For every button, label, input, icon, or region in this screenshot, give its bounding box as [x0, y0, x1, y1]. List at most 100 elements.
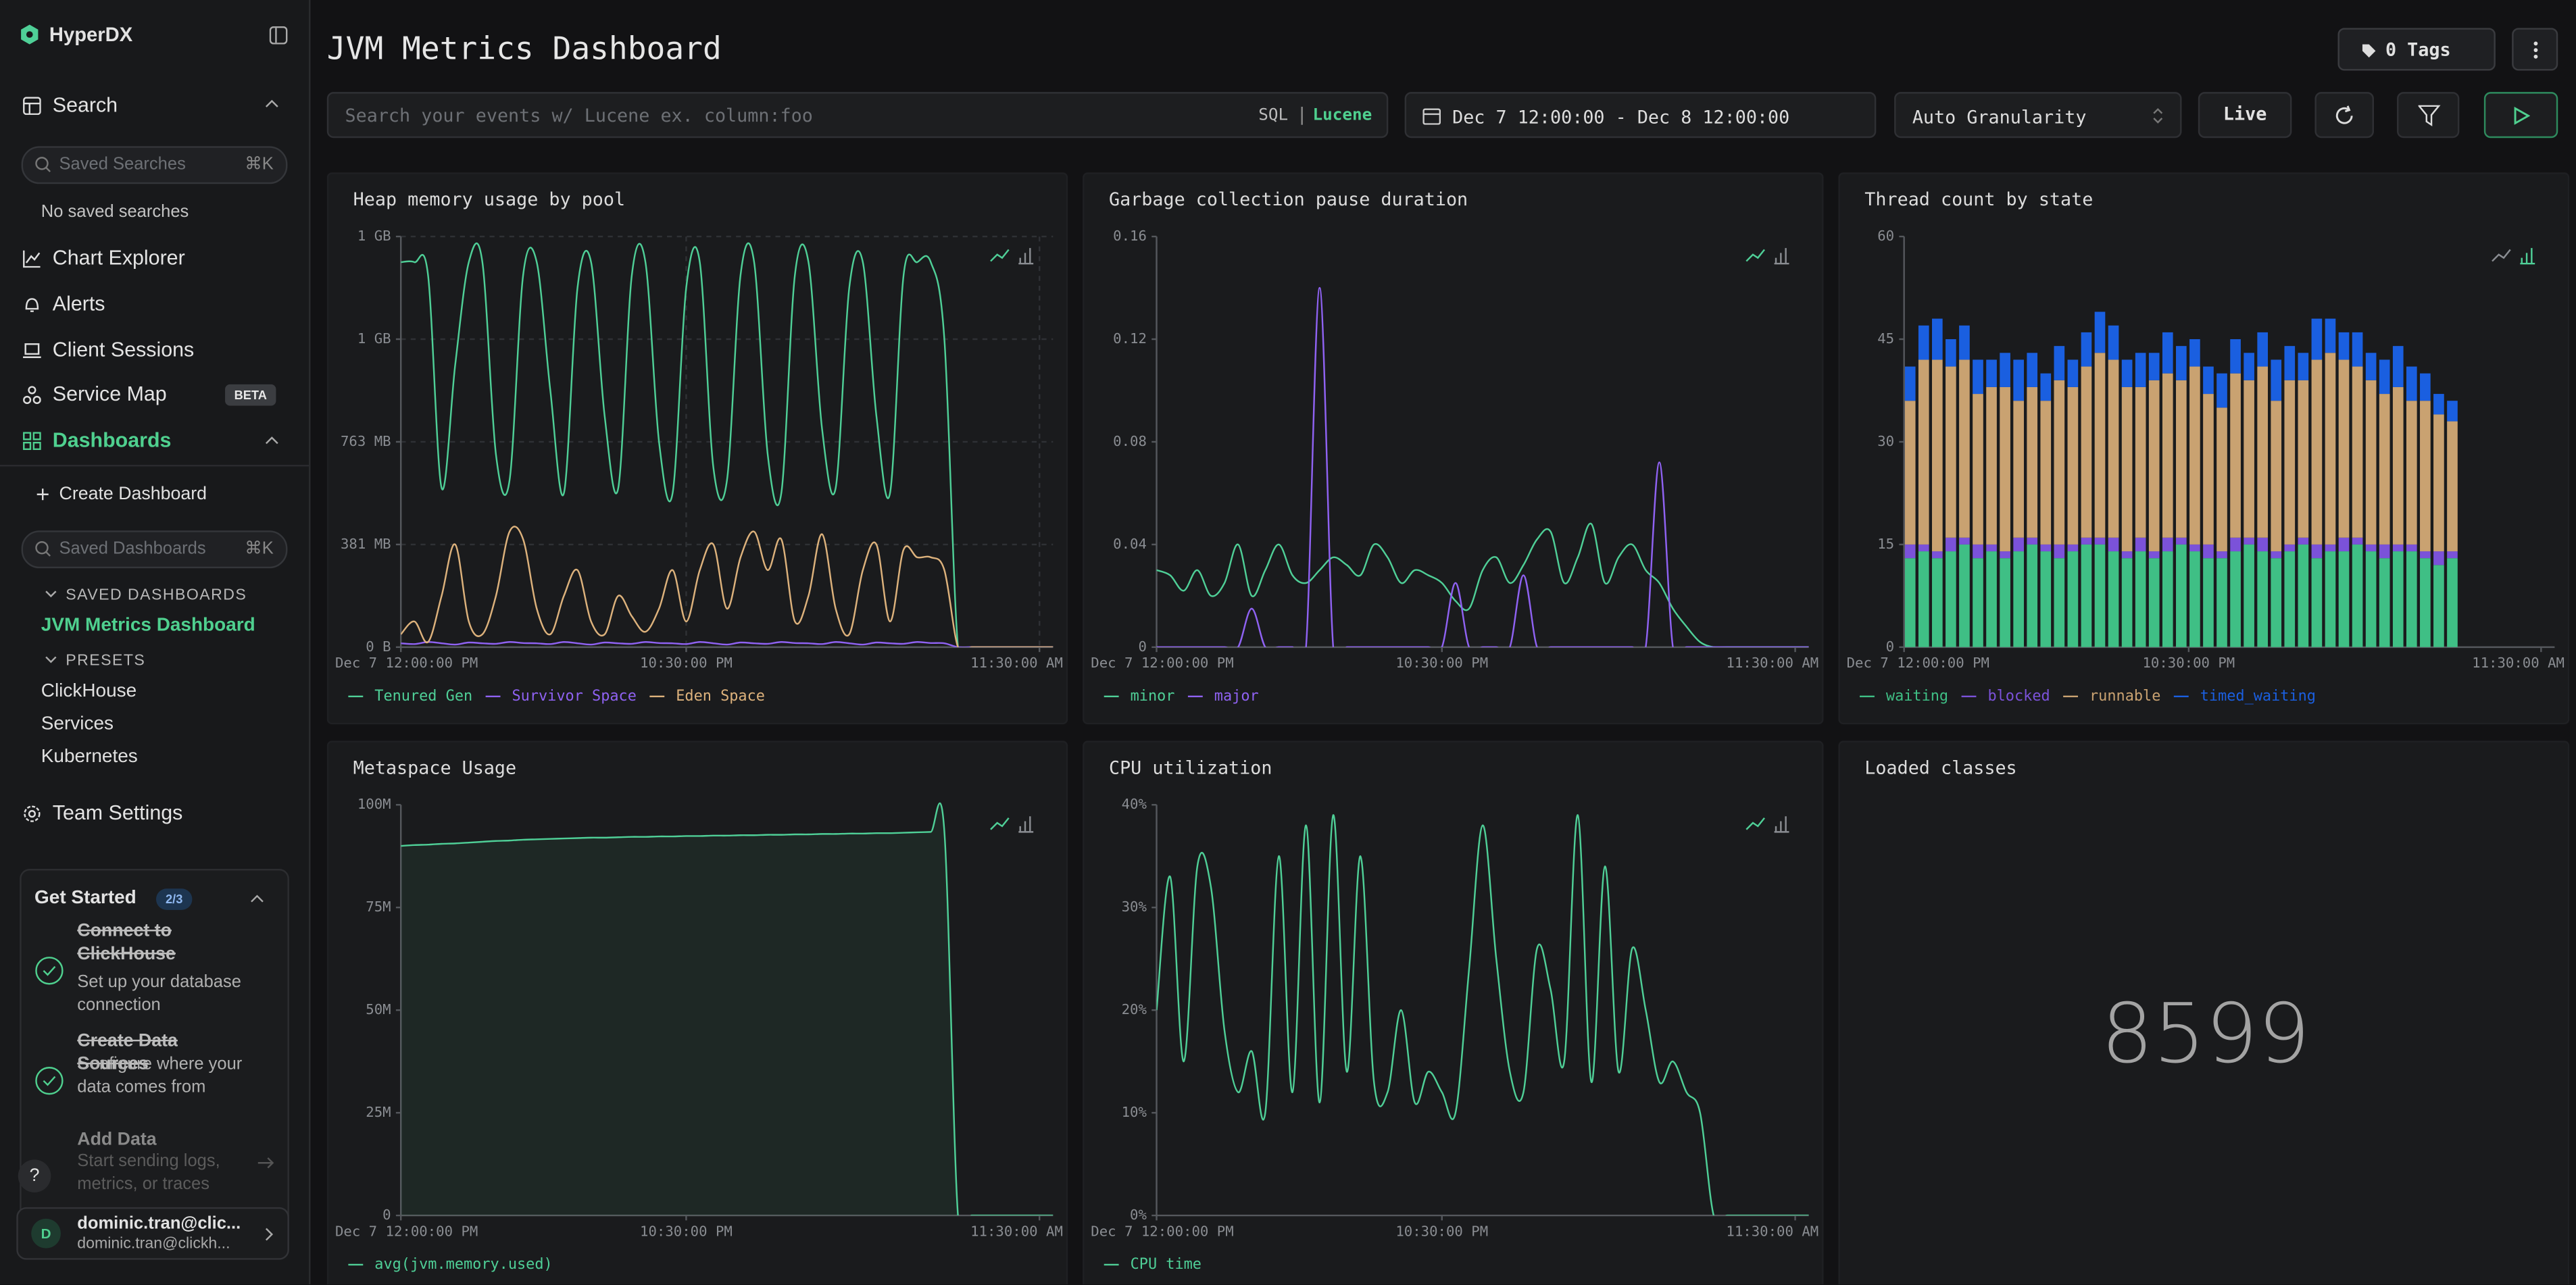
create-dashboard[interactable]: Create Dashboard: [59, 484, 207, 505]
filter-button[interactable]: [2397, 92, 2460, 138]
bar-segment: [2067, 551, 2079, 647]
bar-segment: [2013, 359, 2024, 401]
chevron: [45, 590, 57, 598]
line-chart-toggle[interactable]: [990, 249, 1010, 262]
bar-segment: [2365, 544, 2377, 552]
bar-segment: [2094, 544, 2106, 647]
bar-segment: [1986, 359, 1997, 387]
bar-segment: [2189, 366, 2200, 545]
lucene-toggle[interactable]: Lucene: [1312, 107, 1372, 125]
bar-chart-toggle[interactable]: [1018, 248, 1034, 265]
chart-panel: Thread count by state 0 15 30 45 60 Dec 7 12:0…: [1838, 172, 2570, 725]
chevron: [265, 99, 278, 107]
date-range[interactable]: Dec 7 12:00:00 - Dec 8 12:00:00: [1404, 92, 1877, 138]
nav-label: Client Sessions: [52, 338, 195, 361]
chart-panel: CPU utilization 0% 10% 20% 30% 40% Dec 7 12:00…: [1083, 740, 1824, 1285]
bar-segment: [2298, 537, 2309, 545]
line-chart-toggle[interactable]: [1745, 249, 1765, 262]
bar-segment: [2392, 544, 2404, 552]
bar-segment: [2176, 537, 2187, 545]
nav-search[interactable]: Search: [23, 94, 118, 117]
preset-link[interactable]: Services: [41, 714, 114, 734]
legend-label: avg(jvm.memory.used): [374, 1256, 552, 1273]
bar-chart-toggle[interactable]: [1018, 816, 1034, 833]
search-input[interactable]: Search your events w/ Lucene ex. column:…: [326, 92, 1389, 138]
bar-segment: [2447, 421, 2458, 552]
sidebar: HyperDX Search Saved Searches ⌘K No save…: [0, 0, 311, 1285]
bar-chart-toggle[interactable]: [1774, 248, 1789, 265]
bar-segment: [2338, 537, 2350, 552]
bar-segment: [2216, 558, 2227, 647]
saved-searches-input[interactable]: Saved Searches ⌘K: [21, 146, 288, 184]
bar-segment: [2365, 353, 2377, 380]
bar-segment: [2406, 366, 2417, 401]
placeholder: Saved Searches: [59, 154, 186, 174]
bar-segment: [2230, 339, 2241, 374]
bar-segment: [2027, 537, 2038, 545]
placeholder: Search your events w/ Lucene ex. column:…: [345, 105, 813, 127]
beta-badge: BETA: [225, 384, 276, 406]
nav-alerts[interactable]: Alerts: [23, 293, 105, 316]
saved-dashboards-input[interactable]: Saved Dashboards ⌘K: [21, 530, 288, 569]
bar-segment: [2067, 359, 2079, 387]
bar-segment: [2271, 551, 2282, 559]
sql-toggle[interactable]: SQL: [1258, 107, 1289, 125]
bar-chart-toggle[interactable]: [2520, 248, 2535, 265]
dashboard-link[interactable]: JVM Metrics Dashboard: [41, 615, 255, 636]
section-heading: SAVED DASHBOARDS: [66, 586, 247, 605]
bar-segment: [2148, 353, 2160, 380]
x-tick-label: 10:30:00 PM: [1395, 1223, 1488, 1239]
y-tick-label: 0.12: [1113, 330, 1147, 347]
nav-service-map[interactable]: Service Map: [23, 382, 167, 405]
live-button[interactable]: Live: [2198, 92, 2292, 138]
preset-link[interactable]: ClickHouse: [41, 681, 137, 702]
step-title: Connect to ClickHouse: [77, 921, 176, 965]
x-tick-label: Dec 7 12:00:00 PM: [1091, 1223, 1233, 1239]
granularity-select[interactable]: Auto Granularity: [1894, 92, 2182, 138]
bar-segment: [2352, 366, 2363, 538]
bar-segment: [1959, 537, 1970, 545]
y-tick-label: 30: [1877, 433, 1894, 449]
bar-segment: [1918, 551, 1929, 647]
bar-segment: [2284, 346, 2296, 380]
bar-segment: [1918, 359, 1929, 545]
x-tick-label: Dec 7 12:00:00 PM: [335, 655, 478, 671]
line-chart-toggle[interactable]: [1745, 817, 1765, 830]
separator: [1301, 107, 1303, 125]
preset-link[interactable]: Kubernetes: [41, 747, 138, 767]
nav-team-settings[interactable]: Team Settings: [23, 801, 182, 824]
bar-segment: [2108, 551, 2119, 647]
run-button[interactable]: [2483, 92, 2558, 138]
y-tick-label: 0: [1886, 638, 1894, 655]
y-tick-label: 381 MB: [341, 536, 391, 552]
y-tick-label: 763 MB: [341, 433, 391, 449]
bar-segment: [2067, 386, 2079, 545]
bar-segment: [2040, 373, 2052, 401]
user-name: dominic.tran@clic...: [77, 1213, 241, 1234]
brand: HyperDX: [49, 23, 133, 47]
bar-segment: [2148, 558, 2160, 647]
series-line: [1156, 522, 1809, 647]
y-tick-label: 0.04: [1113, 536, 1147, 552]
line-chart-toggle[interactable]: [2492, 249, 2511, 262]
user-menu[interactable]: D dominic.tran@clic... dominic.tran@clic…: [16, 1207, 289, 1260]
bar-segment: [2040, 401, 2052, 545]
nav-client-sessions[interactable]: Client Sessions: [23, 338, 194, 361]
bar-segment: [2176, 346, 2187, 380]
menu-button[interactable]: [2512, 28, 2558, 71]
bar-segment: [1904, 558, 1916, 647]
icon: [2153, 107, 2163, 124]
bar-chart-toggle[interactable]: [1774, 816, 1789, 833]
line-chart-toggle[interactable]: [990, 817, 1010, 830]
help-button[interactable]: ?: [18, 1159, 51, 1192]
bar-segment: [2420, 401, 2431, 552]
bar-segment: [2054, 558, 2065, 647]
tags-button[interactable]: 0 Tags: [2337, 28, 2496, 71]
bar-segment: [2420, 551, 2431, 559]
icon: [23, 249, 41, 268]
legend-label: Survivor Space: [512, 688, 637, 705]
refresh-button[interactable]: [2314, 92, 2374, 138]
nav-dashboards[interactable]: Dashboards: [23, 429, 171, 452]
nav-chart-explorer[interactable]: Chart Explorer: [23, 247, 185, 270]
collapse-button[interactable]: [269, 26, 288, 45]
